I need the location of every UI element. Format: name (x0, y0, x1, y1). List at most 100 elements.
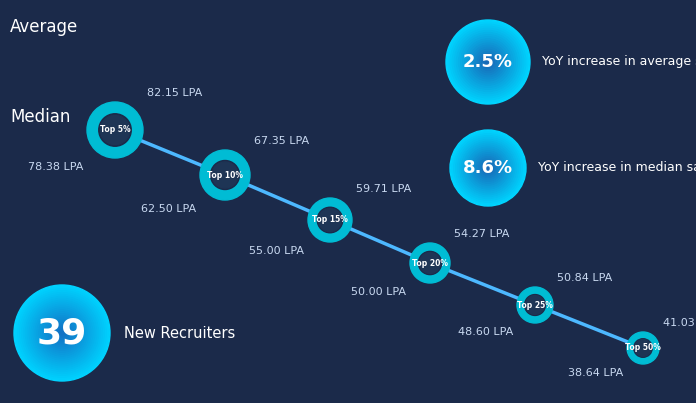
Circle shape (459, 33, 517, 91)
Circle shape (471, 151, 505, 185)
Circle shape (627, 332, 659, 364)
Circle shape (486, 60, 490, 64)
Circle shape (456, 136, 521, 200)
Text: 78.38 LPA: 78.38 LPA (28, 162, 83, 172)
Circle shape (35, 306, 89, 360)
Text: 82.15 LPA: 82.15 LPA (147, 88, 203, 98)
Circle shape (58, 329, 66, 337)
Circle shape (465, 39, 511, 85)
Circle shape (482, 56, 494, 68)
Circle shape (475, 155, 501, 181)
Circle shape (51, 322, 74, 345)
Circle shape (452, 132, 524, 204)
Text: 62.50 LPA: 62.50 LPA (141, 204, 196, 214)
Circle shape (525, 296, 544, 314)
Circle shape (461, 35, 515, 89)
Circle shape (317, 207, 342, 233)
Circle shape (452, 26, 523, 98)
Text: 55.00 LPA: 55.00 LPA (249, 246, 304, 256)
Circle shape (471, 45, 505, 79)
Circle shape (410, 243, 450, 283)
Circle shape (464, 143, 513, 193)
Circle shape (448, 22, 528, 102)
Circle shape (465, 145, 511, 191)
Circle shape (480, 160, 496, 176)
Text: 48.60 LPA: 48.60 LPA (458, 327, 513, 337)
Circle shape (42, 314, 81, 352)
Text: Top 50%: Top 50% (625, 343, 661, 353)
Circle shape (16, 287, 108, 379)
Circle shape (22, 293, 102, 373)
Circle shape (29, 300, 95, 366)
Circle shape (467, 41, 509, 83)
Text: YoY increase in average salary: YoY increase in average salary (542, 56, 696, 69)
Circle shape (45, 316, 79, 350)
Circle shape (477, 52, 498, 73)
Circle shape (484, 164, 492, 172)
Circle shape (99, 114, 132, 146)
Circle shape (454, 134, 522, 202)
Circle shape (469, 149, 507, 187)
Circle shape (47, 318, 77, 348)
Circle shape (450, 130, 526, 206)
Circle shape (635, 340, 651, 356)
Circle shape (26, 297, 98, 370)
Circle shape (484, 58, 492, 66)
Circle shape (37, 308, 87, 358)
Text: 50.00 LPA: 50.00 LPA (351, 287, 406, 297)
Circle shape (24, 295, 100, 372)
Circle shape (450, 24, 525, 100)
Circle shape (210, 160, 239, 189)
Circle shape (446, 20, 530, 104)
Circle shape (457, 31, 519, 93)
Circle shape (87, 102, 143, 158)
Circle shape (420, 253, 441, 273)
Circle shape (49, 320, 75, 347)
Circle shape (18, 289, 106, 377)
Circle shape (33, 304, 90, 362)
Circle shape (100, 115, 129, 145)
Circle shape (200, 150, 250, 200)
Text: Top 20%: Top 20% (412, 258, 448, 268)
Circle shape (467, 147, 509, 189)
Circle shape (19, 291, 104, 375)
Circle shape (212, 162, 238, 188)
Text: 59.71 LPA: 59.71 LPA (356, 184, 411, 194)
Circle shape (475, 50, 500, 75)
Circle shape (54, 325, 70, 341)
Circle shape (469, 43, 507, 81)
Circle shape (463, 37, 513, 87)
Circle shape (52, 323, 72, 343)
Circle shape (454, 28, 521, 96)
Circle shape (31, 302, 93, 364)
Text: Top 10%: Top 10% (207, 170, 243, 179)
Text: Average: Average (10, 18, 78, 36)
Circle shape (486, 166, 490, 170)
Text: Median: Median (10, 108, 70, 126)
Circle shape (477, 157, 500, 179)
Circle shape (459, 139, 516, 197)
Circle shape (308, 198, 352, 242)
Circle shape (56, 327, 68, 339)
Text: 39: 39 (37, 316, 87, 350)
Circle shape (480, 54, 496, 71)
Circle shape (418, 251, 441, 274)
Circle shape (60, 331, 64, 335)
Circle shape (41, 312, 83, 354)
Text: 50.84 LPA: 50.84 LPA (557, 273, 612, 283)
Text: 54.27 LPA: 54.27 LPA (454, 229, 509, 239)
Text: 8.6%: 8.6% (463, 159, 513, 177)
Circle shape (525, 295, 546, 316)
Text: YoY increase in median salary: YoY increase in median salary (538, 162, 696, 174)
Text: New Recruiters: New Recruiters (124, 326, 235, 341)
Text: 41.03 LPA: 41.03 LPA (663, 318, 696, 328)
Text: 67.35 LPA: 67.35 LPA (254, 136, 309, 146)
Circle shape (457, 137, 519, 198)
Circle shape (634, 339, 652, 357)
Circle shape (473, 153, 503, 183)
Text: Top 25%: Top 25% (517, 301, 553, 310)
Circle shape (517, 287, 553, 323)
Circle shape (479, 158, 498, 177)
Text: Top 15%: Top 15% (312, 216, 348, 224)
Circle shape (14, 285, 110, 381)
